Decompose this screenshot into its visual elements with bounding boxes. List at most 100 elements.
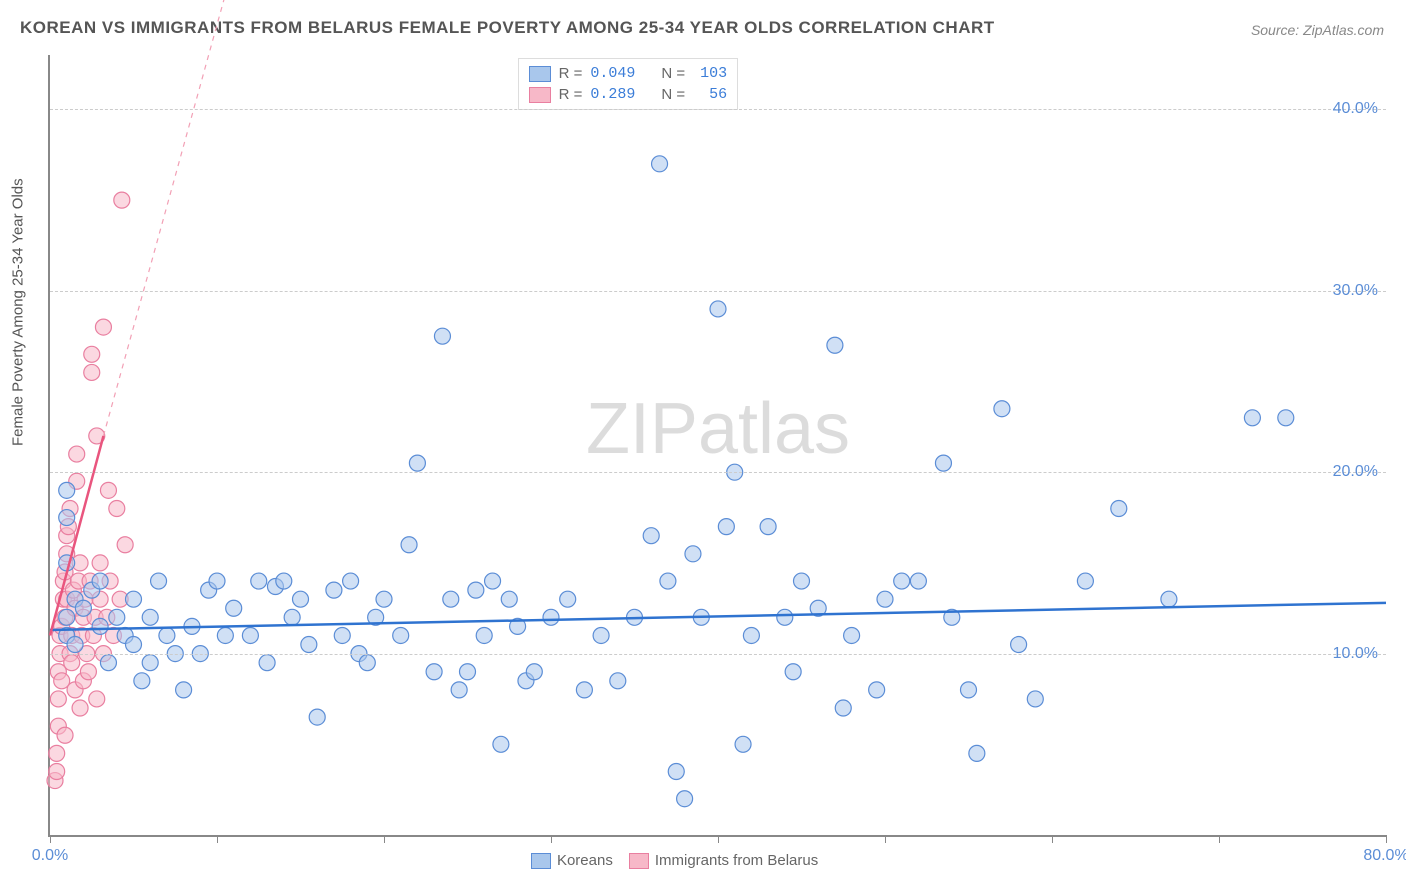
data-point — [610, 673, 626, 689]
data-point — [961, 682, 977, 698]
data-point — [743, 627, 759, 643]
x-tick — [885, 835, 886, 843]
legend-label: Koreans — [557, 852, 613, 869]
data-point — [476, 627, 492, 643]
plot-area: ZIPatlas R = 0.049 N = 103 R = 0.289 N =… — [48, 55, 1386, 837]
data-point — [251, 573, 267, 589]
data-point — [969, 745, 985, 761]
data-point — [652, 156, 668, 172]
data-point — [100, 482, 116, 498]
grid-line — [50, 109, 1386, 110]
data-point — [75, 600, 91, 616]
data-point — [560, 591, 576, 607]
data-point — [109, 500, 125, 516]
data-point — [401, 537, 417, 553]
data-point — [117, 537, 133, 553]
data-point — [735, 736, 751, 752]
data-point — [493, 736, 509, 752]
legend-n-label: N = — [661, 65, 685, 82]
data-point — [114, 192, 130, 208]
data-point — [685, 546, 701, 562]
data-point — [1027, 691, 1043, 707]
data-point — [242, 627, 258, 643]
data-point — [109, 609, 125, 625]
scatter-svg — [50, 55, 1386, 835]
data-point — [1111, 500, 1127, 516]
data-point — [526, 664, 542, 680]
data-point — [67, 637, 83, 653]
data-point — [468, 582, 484, 598]
data-point — [451, 682, 467, 698]
data-point — [935, 455, 951, 471]
legend-r-value: 0.049 — [590, 65, 635, 82]
data-point — [95, 319, 111, 335]
y-tick-label: 40.0% — [1333, 100, 1378, 118]
y-tick-label: 20.0% — [1333, 463, 1378, 481]
data-point — [59, 510, 75, 526]
y-axis-label: Female Poverty Among 25-34 Year Olds — [10, 178, 27, 446]
data-point — [426, 664, 442, 680]
data-point — [643, 528, 659, 544]
data-point — [217, 627, 233, 643]
data-point — [89, 691, 105, 707]
data-point — [994, 401, 1010, 417]
data-point — [869, 682, 885, 698]
data-point — [827, 337, 843, 353]
legend-n-value: 56 — [693, 86, 727, 103]
legend-n-value: 103 — [693, 65, 727, 82]
data-point — [777, 609, 793, 625]
data-point — [576, 682, 592, 698]
data-point — [134, 673, 150, 689]
legend-r-label: R = — [559, 65, 583, 82]
data-point — [176, 682, 192, 698]
legend-swatch — [531, 853, 551, 869]
data-point — [57, 727, 73, 743]
data-point — [343, 573, 359, 589]
data-point — [80, 664, 96, 680]
x-tick — [1219, 835, 1220, 843]
data-point — [72, 700, 88, 716]
data-point — [718, 519, 734, 535]
data-point — [69, 446, 85, 462]
data-point — [50, 691, 66, 707]
grid-line — [50, 472, 1386, 473]
data-point — [49, 764, 65, 780]
data-point — [434, 328, 450, 344]
data-point — [259, 655, 275, 671]
x-tick — [1052, 835, 1053, 843]
data-point — [84, 364, 100, 380]
legend-swatch — [529, 66, 551, 82]
data-point — [100, 655, 116, 671]
data-point — [92, 618, 108, 634]
legend-stats: R = 0.049 N = 103 R = 0.289 N = 56 — [518, 58, 739, 110]
grid-line — [50, 291, 1386, 292]
data-point — [835, 700, 851, 716]
data-point — [844, 627, 860, 643]
y-tick-label: 10.0% — [1333, 645, 1378, 663]
trend-line-extension — [103, 0, 233, 436]
x-tick — [1386, 835, 1387, 843]
x-tick — [384, 835, 385, 843]
legend-n-label: N = — [661, 86, 685, 103]
data-point — [49, 745, 65, 761]
data-point — [126, 637, 142, 653]
x-tick — [551, 835, 552, 843]
data-point — [1077, 573, 1093, 589]
x-tick-label: 80.0% — [1363, 847, 1406, 865]
data-point — [92, 573, 108, 589]
data-point — [334, 627, 350, 643]
data-point — [151, 573, 167, 589]
x-tick — [50, 835, 51, 843]
data-point — [301, 637, 317, 653]
data-point — [677, 791, 693, 807]
legend-item: Koreans — [531, 852, 613, 869]
data-point — [359, 655, 375, 671]
legend-series: KoreansImmigrants from Belarus — [531, 852, 818, 869]
data-point — [894, 573, 910, 589]
legend-stat-row: R = 0.049 N = 103 — [529, 63, 728, 84]
data-point — [209, 573, 225, 589]
data-point — [284, 609, 300, 625]
data-point — [668, 764, 684, 780]
legend-swatch — [529, 87, 551, 103]
x-tick — [217, 835, 218, 843]
